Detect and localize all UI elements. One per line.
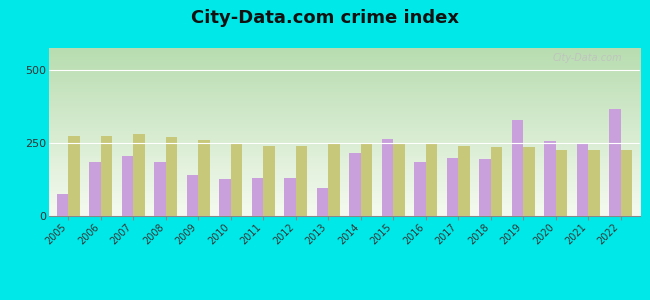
- Bar: [382, 139, 393, 216]
- Bar: [187, 175, 198, 216]
- Bar: [588, 150, 599, 216]
- Bar: [122, 156, 133, 216]
- Bar: [458, 146, 469, 216]
- Bar: [577, 144, 588, 216]
- Bar: [101, 136, 112, 216]
- Bar: [512, 120, 523, 216]
- Bar: [57, 194, 68, 216]
- Bar: [219, 179, 231, 216]
- Bar: [155, 162, 166, 216]
- Bar: [133, 134, 144, 216]
- Bar: [349, 153, 361, 216]
- Text: City-Data.com crime index: City-Data.com crime index: [191, 9, 459, 27]
- Bar: [414, 162, 426, 216]
- Bar: [328, 143, 339, 216]
- Bar: [90, 162, 101, 216]
- Bar: [285, 178, 296, 216]
- Bar: [621, 150, 632, 216]
- Bar: [393, 144, 404, 216]
- Bar: [263, 146, 274, 216]
- Bar: [491, 147, 502, 216]
- Bar: [556, 150, 567, 216]
- Bar: [544, 142, 556, 216]
- Bar: [231, 144, 242, 216]
- Bar: [296, 146, 307, 216]
- Bar: [479, 159, 491, 216]
- Bar: [317, 188, 328, 216]
- Bar: [252, 178, 263, 216]
- Bar: [523, 147, 534, 216]
- Bar: [166, 137, 177, 216]
- Bar: [361, 144, 372, 216]
- Bar: [68, 136, 79, 216]
- Bar: [198, 140, 209, 216]
- Bar: [426, 144, 437, 216]
- Text: City-Data.com: City-Data.com: [553, 53, 623, 63]
- Bar: [609, 110, 621, 216]
- Bar: [447, 158, 458, 216]
